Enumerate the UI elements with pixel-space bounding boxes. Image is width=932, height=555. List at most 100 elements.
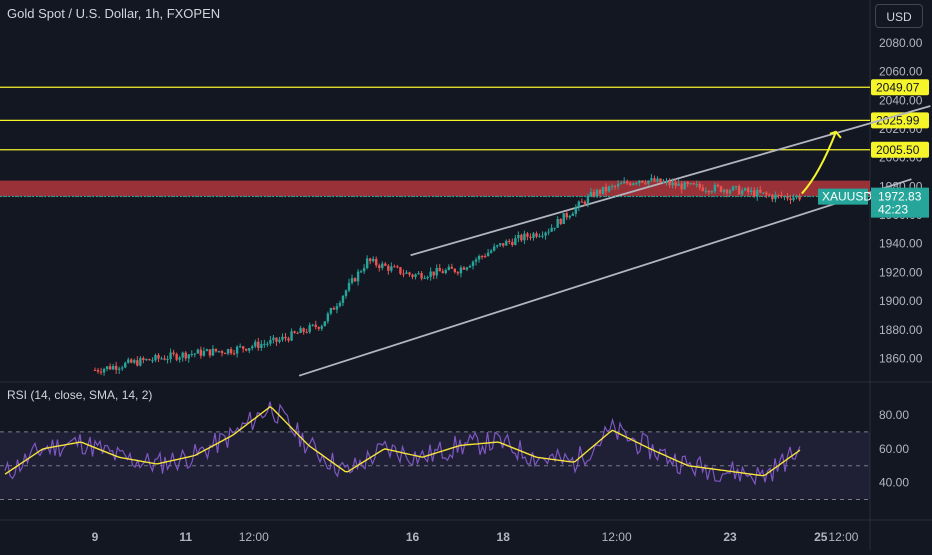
candle-body: [332, 307, 336, 310]
candle-body: [420, 273, 423, 279]
candle-body: [296, 332, 299, 334]
candle-body: [483, 256, 487, 258]
candle-body: [698, 184, 701, 188]
candle-body: [565, 213, 568, 218]
candle-body: [217, 351, 221, 353]
rsi-tick-label: 40.00: [879, 476, 909, 490]
candle-body: [544, 232, 547, 236]
candle-body: [93, 369, 97, 371]
candle-body: [344, 290, 348, 296]
candle-body: [444, 269, 447, 274]
candle-body: [435, 267, 438, 276]
x-tick-label: 25: [814, 530, 828, 544]
candle-body: [117, 368, 121, 370]
candle-body: [423, 278, 426, 280]
candle-body: [275, 337, 278, 342]
x-tick-label: 16: [406, 530, 420, 544]
candle-body: [783, 196, 786, 198]
candle-body: [335, 306, 339, 310]
candle-body: [229, 349, 233, 354]
candle-body: [362, 268, 366, 272]
candle-body: [629, 183, 632, 186]
candle-body: [677, 183, 680, 186]
channel-lower-line: [298, 178, 912, 377]
candle-body: [798, 195, 801, 200]
candle-body: [459, 267, 463, 274]
candle-body: [402, 273, 405, 275]
candle-body: [114, 365, 118, 370]
candle-body: [226, 349, 230, 354]
rsi-ma-line: [4, 406, 801, 477]
candle-body: [656, 178, 659, 182]
candle-body: [680, 183, 683, 190]
candle-body: [492, 246, 496, 251]
candle-body: [396, 266, 399, 268]
candle-body: [795, 195, 798, 198]
candle-body: [353, 278, 357, 282]
candle-body: [756, 189, 759, 197]
y-tick-label: 2040.00: [879, 93, 923, 107]
candle-body: [235, 346, 239, 354]
candle-body: [163, 358, 166, 360]
x-tick-label: 12:00: [828, 530, 858, 544]
candle-body: [456, 272, 460, 274]
candle-body: [789, 198, 792, 201]
candle-body: [99, 371, 103, 373]
rsi-tick-label: 80.00: [879, 408, 909, 422]
candle-body: [278, 339, 281, 342]
y-tick-label: 1900.00: [879, 294, 923, 308]
candle-body: [571, 213, 574, 216]
candle-body: [568, 215, 571, 218]
candle-body: [668, 180, 671, 186]
candle-body: [102, 369, 106, 373]
candle-body: [202, 351, 206, 356]
candle-body: [287, 338, 290, 341]
price-tag-bg: [871, 187, 929, 218]
candle-body: [441, 271, 444, 274]
rsi-title: RSI (14, close, SMA, 14, 2): [7, 388, 153, 402]
candle-body: [311, 324, 314, 326]
candle-body: [526, 233, 529, 237]
candle-body: [181, 352, 184, 358]
level-label-bg: [871, 79, 929, 96]
y-tick-label: 1920.00: [879, 265, 923, 279]
candle-body: [248, 348, 251, 351]
candle-body: [514, 238, 517, 246]
candle-body: [780, 194, 783, 197]
candle-body: [465, 267, 469, 270]
candle-body: [635, 182, 638, 184]
candle-body: [583, 201, 587, 204]
candle-body: [251, 346, 254, 349]
rsi-tick-label: 60.00: [879, 442, 909, 456]
candle-body: [595, 190, 599, 197]
candle-body: [716, 184, 720, 187]
candle-body: [96, 370, 100, 372]
candle-body: [111, 365, 115, 370]
candle-body: [480, 256, 484, 258]
candle-body: [689, 183, 692, 185]
candle-body: [529, 236, 532, 238]
candle-body: [616, 183, 620, 187]
candle-body: [592, 191, 596, 197]
level-label: 2005.50: [876, 143, 920, 157]
candle-body: [220, 351, 224, 354]
candle-body: [768, 194, 771, 196]
candle-body: [574, 207, 578, 214]
candle-body: [350, 278, 354, 283]
candle-body: [184, 352, 187, 359]
candle-body: [453, 268, 457, 273]
candle-body: [281, 336, 284, 340]
currency-button[interactable]: USD: [875, 4, 923, 28]
candle-body: [438, 267, 441, 272]
candle-body: [263, 343, 266, 345]
candle-body: [314, 324, 317, 328]
candle-body: [375, 258, 378, 266]
candle-body: [517, 234, 520, 239]
candle-body: [450, 266, 454, 269]
x-tick-label: 12:00: [239, 530, 269, 544]
x-tick-label: 9: [92, 530, 99, 544]
candle-body: [108, 366, 112, 370]
candle-body: [142, 358, 145, 360]
